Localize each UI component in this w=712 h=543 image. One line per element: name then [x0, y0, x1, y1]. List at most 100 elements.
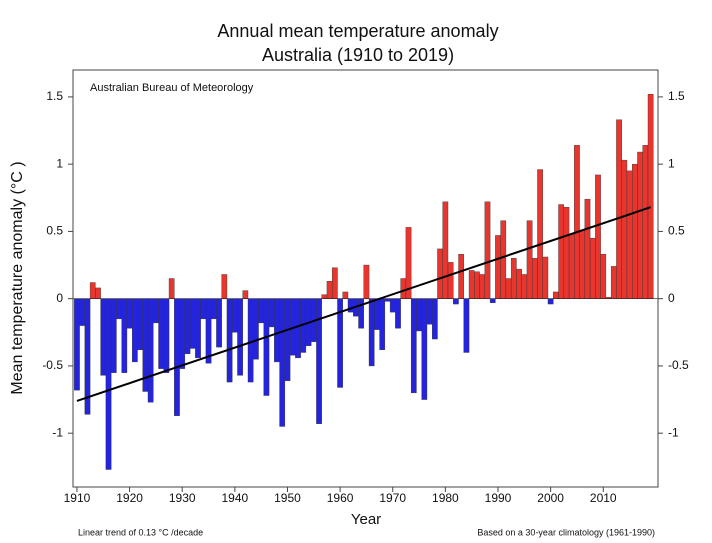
bar — [489, 298, 496, 303]
bar — [553, 291, 559, 299]
bar — [110, 298, 117, 373]
x-tick-label: 1970 — [379, 491, 406, 505]
footnote: Based on a 30-year climatology (1961-199… — [477, 527, 655, 537]
bar — [332, 267, 338, 299]
bar — [637, 151, 643, 299]
x-tick-label: 1950 — [274, 491, 301, 505]
annotation: Australian Bureau of Meteorology — [90, 82, 254, 94]
bar — [74, 298, 80, 391]
bar — [589, 237, 596, 299]
x-tick-label: 2010 — [590, 491, 617, 505]
y2-tick-label: 1 — [668, 156, 675, 170]
bar — [147, 298, 154, 403]
bar — [374, 298, 380, 330]
bar — [595, 174, 601, 299]
y-axis-label: Mean temperature anomaly (°C ) — [9, 161, 26, 394]
bar — [416, 298, 422, 332]
y2-tick-label: 0.5 — [668, 224, 685, 238]
x-tick-label: 1920 — [116, 491, 143, 505]
bar — [389, 298, 396, 313]
bar — [432, 298, 438, 340]
bar — [510, 258, 517, 299]
chart-title: Annual mean temperature anomaly — [217, 21, 498, 41]
chart-subtitle: Australia (1910 to 2019) — [262, 45, 454, 65]
bar — [463, 298, 470, 353]
bar — [442, 201, 449, 299]
bar — [279, 298, 286, 427]
bar — [558, 204, 564, 299]
bar — [542, 256, 549, 299]
bar — [579, 229, 586, 299]
bar — [258, 298, 264, 324]
bar — [242, 290, 249, 299]
bar — [189, 298, 196, 349]
bar — [642, 145, 649, 299]
bar — [237, 298, 243, 376]
bar — [205, 298, 212, 364]
footnote: Linear trend of 0.13 °C /decade — [78, 527, 203, 537]
bar — [132, 298, 138, 363]
bar — [616, 119, 622, 299]
x-tick-label: 1980 — [432, 491, 459, 505]
bar — [447, 262, 454, 299]
bar — [600, 254, 607, 299]
bar — [89, 282, 96, 299]
bar — [468, 270, 475, 299]
y-tick-label: 1 — [56, 156, 63, 170]
bar — [216, 298, 222, 348]
bar — [647, 94, 654, 299]
bar — [358, 298, 364, 329]
bar — [474, 271, 480, 299]
plot-frame — [72, 69, 659, 488]
bar — [268, 298, 275, 328]
bar — [563, 207, 570, 299]
x-tick-label: 1910 — [64, 491, 91, 505]
bar — [500, 220, 507, 299]
bar — [226, 298, 233, 383]
bar — [379, 298, 386, 350]
bar — [126, 298, 133, 329]
y-tick-label: 0.5 — [46, 224, 63, 238]
bar — [295, 298, 301, 359]
bar — [574, 145, 580, 299]
bar — [263, 298, 270, 396]
bar — [368, 298, 375, 367]
bar — [479, 274, 486, 299]
y-tick-label: -0.5 — [42, 358, 63, 372]
x-axis-label: Year — [351, 511, 381, 528]
x-tick-label: 1940 — [221, 491, 248, 505]
bar — [168, 278, 175, 299]
x-tick-label: 1930 — [169, 491, 196, 505]
bar — [395, 298, 401, 329]
bar — [532, 258, 538, 299]
bar — [632, 163, 638, 299]
bar — [342, 291, 349, 299]
bar — [321, 294, 328, 299]
bar — [410, 298, 417, 394]
trend-line — [76, 206, 651, 402]
y-tick-label: 0 — [56, 291, 63, 305]
bar — [163, 298, 170, 373]
bar — [453, 298, 459, 305]
bar — [121, 298, 128, 373]
bar — [626, 170, 633, 299]
bar — [621, 159, 628, 299]
bar — [458, 254, 464, 299]
y2-tick-label: -0.5 — [668, 358, 689, 372]
bar — [584, 198, 591, 299]
bar — [232, 298, 238, 333]
bar — [247, 298, 254, 383]
x-tick-label: 1990 — [485, 491, 512, 505]
bar — [426, 298, 433, 325]
y2-tick-label: 0 — [668, 291, 675, 305]
bar — [179, 298, 186, 369]
bar — [495, 235, 501, 299]
x-tick-label: 2000 — [537, 491, 564, 505]
bar — [253, 298, 259, 360]
bar — [195, 298, 201, 359]
bar — [568, 233, 575, 299]
bar — [221, 274, 228, 299]
bar — [326, 280, 333, 299]
bar — [547, 298, 554, 305]
bar — [437, 248, 443, 299]
